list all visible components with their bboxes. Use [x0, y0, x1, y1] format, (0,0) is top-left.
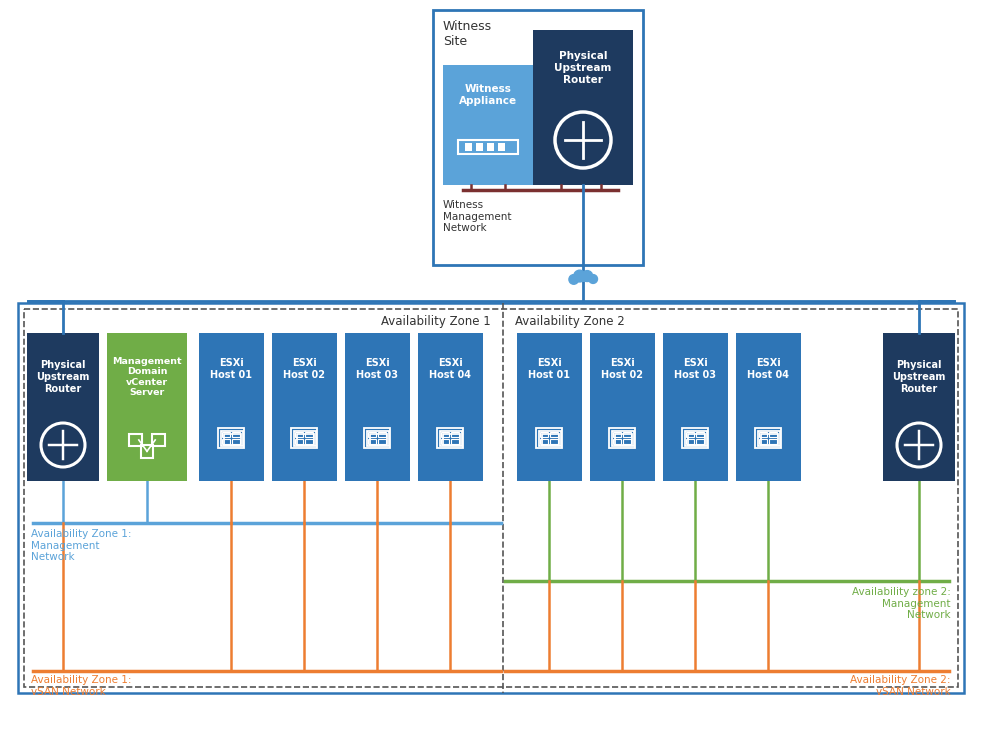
Circle shape	[581, 270, 593, 282]
FancyBboxPatch shape	[571, 279, 596, 282]
FancyBboxPatch shape	[517, 333, 582, 481]
Circle shape	[588, 275, 597, 283]
Text: Availability Zone 2:
vSAN Network: Availability Zone 2: vSAN Network	[850, 675, 951, 697]
Text: Witness
Appliance: Witness Appliance	[459, 84, 518, 106]
Text: Availability Zone 1: Availability Zone 1	[381, 315, 491, 328]
FancyBboxPatch shape	[199, 333, 264, 481]
FancyBboxPatch shape	[883, 333, 955, 481]
Circle shape	[573, 270, 585, 282]
Text: ESXi
Host 01: ESXi Host 01	[210, 358, 252, 380]
Text: ESXi
Host 03: ESXi Host 03	[356, 358, 399, 380]
FancyBboxPatch shape	[345, 333, 410, 481]
FancyBboxPatch shape	[590, 333, 655, 481]
Circle shape	[569, 275, 578, 285]
FancyBboxPatch shape	[533, 30, 633, 185]
Text: Availability Zone 2: Availability Zone 2	[515, 315, 625, 328]
Text: ESXi
Host 04: ESXi Host 04	[429, 358, 471, 380]
Text: Availability Zone 1:
vSAN Network: Availability Zone 1: vSAN Network	[31, 675, 132, 697]
FancyBboxPatch shape	[498, 143, 505, 151]
Text: Witness
Management
Network: Witness Management Network	[443, 200, 512, 233]
FancyBboxPatch shape	[663, 333, 728, 481]
FancyBboxPatch shape	[272, 333, 337, 481]
FancyBboxPatch shape	[418, 333, 483, 481]
Text: ESXi
Host 04: ESXi Host 04	[747, 358, 790, 380]
FancyBboxPatch shape	[487, 143, 494, 151]
Text: ESXi
Host 01: ESXi Host 01	[528, 358, 571, 380]
FancyBboxPatch shape	[465, 143, 472, 151]
FancyBboxPatch shape	[18, 303, 964, 693]
FancyBboxPatch shape	[27, 333, 99, 481]
Text: Availability zone 2:
Management
Network: Availability zone 2: Management Network	[852, 587, 951, 620]
Text: ESXi
Host 03: ESXi Host 03	[675, 358, 717, 380]
Text: Physical
Upstream
Router: Physical Upstream Router	[554, 52, 612, 85]
FancyBboxPatch shape	[433, 10, 643, 265]
FancyBboxPatch shape	[443, 65, 533, 185]
Text: ESXi
Host 02: ESXi Host 02	[602, 358, 643, 380]
FancyBboxPatch shape	[107, 333, 187, 481]
Text: Witness
Site: Witness Site	[443, 20, 492, 48]
FancyBboxPatch shape	[476, 143, 483, 151]
Text: ESXi
Host 02: ESXi Host 02	[284, 358, 325, 380]
Text: Availability Zone 1:
Management
Network: Availability Zone 1: Management Network	[31, 529, 132, 562]
FancyBboxPatch shape	[736, 333, 801, 481]
Text: Management
Domain
vCenter
Server: Management Domain vCenter Server	[112, 357, 182, 397]
Text: Physical
Upstream
Router: Physical Upstream Router	[36, 360, 89, 394]
Text: Physical
Upstream
Router: Physical Upstream Router	[893, 360, 946, 394]
